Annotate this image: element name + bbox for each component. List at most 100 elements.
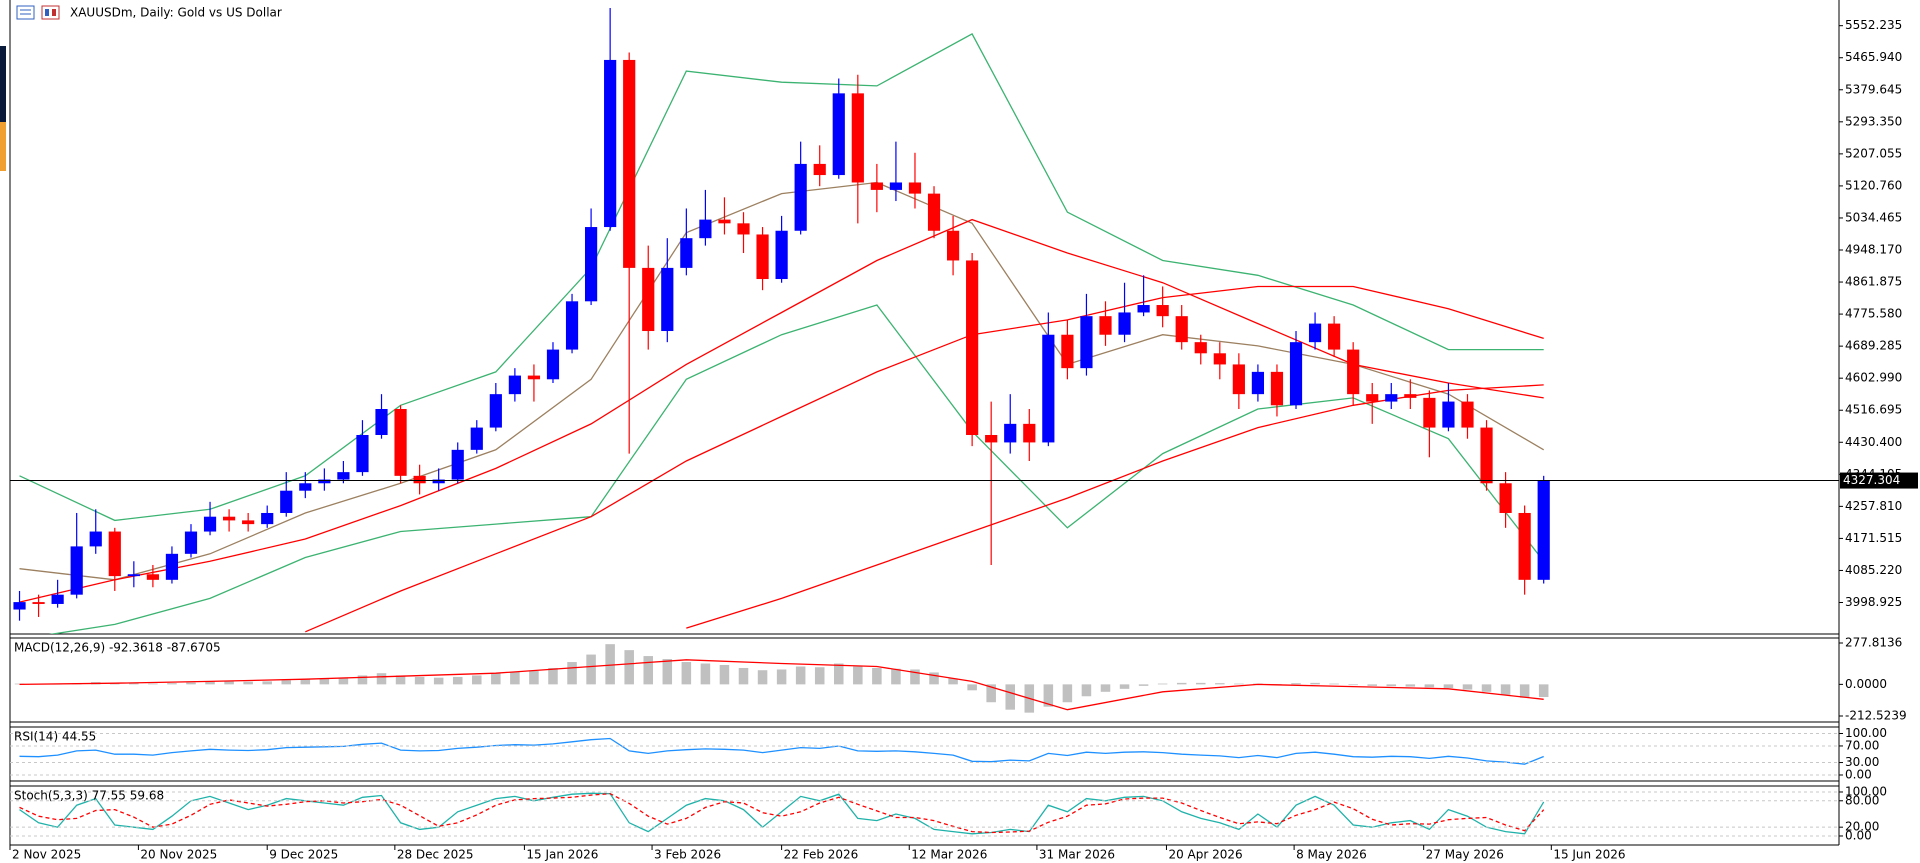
- indicator-line: [19, 33, 1544, 522]
- candle-body: [737, 223, 750, 235]
- x-tick-label: 9 Dec 2025: [269, 848, 338, 862]
- y-tick-label: 4516.695: [1845, 403, 1902, 417]
- candle-body: [184, 531, 198, 554]
- macd-bar: [224, 681, 234, 685]
- candle-body: [89, 531, 102, 547]
- macd-bar: [1195, 682, 1206, 685]
- macd-bar: [1462, 684, 1473, 690]
- candle-body: [508, 375, 521, 395]
- candle-body: [1308, 323, 1322, 343]
- indicator-line: [19, 218, 1544, 603]
- y-tick-label: 0.00: [1845, 828, 1872, 842]
- macd-bar: [986, 684, 996, 703]
- x-tick-label: 3 Feb 2026: [654, 848, 721, 862]
- x-tick-label: 12 Mar 2026: [911, 848, 987, 862]
- candle-body: [1175, 316, 1188, 343]
- macd-bar: [891, 668, 901, 685]
- y-tick-label: 5207.055: [1845, 146, 1902, 160]
- candle-body: [851, 93, 864, 183]
- y-tick-label: 4861.875: [1845, 275, 1902, 289]
- y-tick-label: 80.00: [1845, 793, 1879, 807]
- panel-plot: [14, 644, 1549, 713]
- x-tick-label: 28 Dec 2025: [397, 848, 474, 862]
- macd-bar: [491, 673, 501, 685]
- candle-body: [1404, 394, 1417, 398]
- candle-body: [242, 520, 255, 525]
- macd-bar: [1138, 684, 1149, 686]
- macd-bar: [681, 662, 692, 685]
- candle-body: [1042, 334, 1055, 443]
- candle-body: [775, 230, 788, 280]
- candle-body: [1289, 342, 1303, 406]
- candle-body: [908, 182, 922, 194]
- candle-body: [1499, 483, 1512, 513]
- macd-bar: [643, 656, 654, 685]
- candle-body: [527, 375, 541, 380]
- panel-plot: [19, 792, 1545, 835]
- y-tick-label: 4171.515: [1845, 531, 1902, 545]
- indicator-label: RSI(14) 44.55: [14, 730, 96, 744]
- candle-body: [280, 490, 293, 513]
- macd-bar: [795, 666, 806, 685]
- signal-line: [19, 659, 1544, 711]
- macd-bar: [1157, 683, 1168, 685]
- macd-bar: [376, 673, 387, 685]
- candle-body: [794, 163, 807, 231]
- y-tick-label: 0.0000: [1845, 677, 1887, 691]
- y-tick-label: 4775.580: [1845, 307, 1902, 321]
- macd-bar: [1329, 683, 1339, 685]
- candle-body: [146, 574, 159, 580]
- macd-bar: [814, 667, 825, 685]
- indicator-line: [686, 384, 1544, 629]
- candle-body: [223, 516, 236, 521]
- candle-body: [203, 516, 217, 532]
- candle-body: [1232, 364, 1245, 395]
- macd-bar: [757, 670, 768, 685]
- y-tick-label: 20.00: [1845, 820, 1879, 834]
- candle-body: [832, 93, 845, 176]
- macd-bar: [1386, 684, 1397, 687]
- macd-bar: [1215, 683, 1225, 685]
- y-tick-label: 100.00: [1845, 726, 1887, 740]
- price-label: 4327.304: [1843, 473, 1900, 487]
- indicator-line: [305, 285, 1544, 633]
- candle-body: [927, 193, 941, 231]
- candle-body: [70, 546, 83, 595]
- candle-body: [1480, 427, 1493, 484]
- candle-body: [375, 409, 388, 435]
- macd-bar: [243, 681, 253, 685]
- macd-bar: [148, 683, 158, 685]
- macd-bar: [1291, 683, 1301, 685]
- candle-body: [337, 472, 350, 480]
- macd-bar: [567, 662, 577, 685]
- macd-bar: [1234, 683, 1244, 685]
- macd-bar: [1176, 682, 1187, 685]
- macd-bar: [853, 666, 863, 685]
- macd-bar: [1062, 684, 1073, 703]
- candle-body: [699, 219, 712, 239]
- chart-icon: [16, 5, 60, 20]
- macd-bar: [1100, 684, 1111, 692]
- candle-body: [870, 182, 883, 190]
- macd-bar: [1500, 684, 1511, 695]
- y-tick-label: 5552.235: [1845, 18, 1902, 32]
- candle-body: [966, 260, 979, 435]
- candle-body: [813, 163, 826, 176]
- y-tick-label: 4689.285: [1845, 339, 1902, 353]
- candle-body: [584, 227, 598, 302]
- macd-bar: [1348, 684, 1358, 686]
- macd-bar: [1424, 684, 1435, 688]
- macd-bar: [338, 677, 349, 685]
- candle-body: [680, 238, 693, 268]
- y-tick-label: -212.5239: [1845, 709, 1907, 723]
- candle-body: [1156, 305, 1169, 317]
- candle-body: [1251, 371, 1265, 395]
- macd-bar: [357, 675, 368, 685]
- candle-body: [470, 427, 483, 450]
- macd-bar: [433, 677, 444, 685]
- y-tick-label: 4602.990: [1845, 371, 1902, 385]
- candle-body: [356, 434, 369, 473]
- candle-body: [1023, 423, 1036, 443]
- macd-bar: [1367, 684, 1377, 686]
- candle-body: [165, 553, 179, 580]
